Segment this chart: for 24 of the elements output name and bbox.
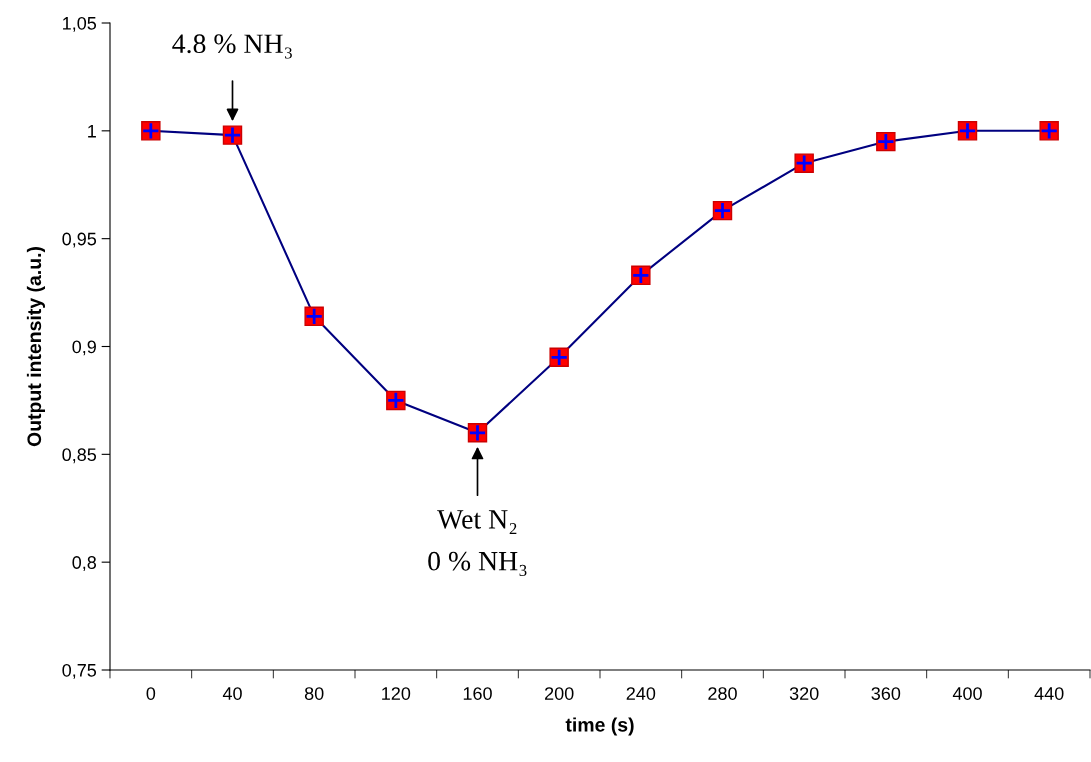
y-tick-label: 0,75 bbox=[62, 663, 97, 679]
y-tick-label: 1 bbox=[88, 124, 96, 138]
x-tick-label: 440 bbox=[1034, 687, 1064, 700]
x-tick-label: 0 bbox=[146, 687, 156, 700]
x-tick-label: 240 bbox=[626, 687, 656, 700]
y-tick-label: 0,8 bbox=[72, 556, 97, 572]
annotation: 4.8 % NH₃ bbox=[172, 34, 292, 59]
x-tick-label: 320 bbox=[789, 687, 819, 700]
x-tick-label: 200 bbox=[545, 687, 574, 700]
y-tick-label: 0,9 bbox=[72, 340, 96, 356]
annotation: Wet N₂ bbox=[437, 510, 517, 535]
x-tick-label: 400 bbox=[952, 687, 982, 700]
annotation: 0 % NH₃ bbox=[428, 551, 527, 577]
y-tick-label: 0,85 bbox=[62, 448, 97, 464]
x-tick-label: 280 bbox=[708, 687, 737, 700]
x-tick-label: 80 bbox=[304, 687, 324, 700]
x-tick-label: 40 bbox=[222, 687, 242, 700]
x-tick-label: 120 bbox=[382, 687, 411, 700]
y-axis-title: Output intensity (a.u.) bbox=[26, 247, 45, 447]
y-tick-label: 1,05 bbox=[63, 16, 97, 32]
y-tick-label: 0,95 bbox=[62, 232, 97, 248]
x-tick-label: 160 bbox=[463, 687, 492, 700]
x-axis-title: time (s) bbox=[565, 717, 634, 736]
x-tick-label: 360 bbox=[871, 687, 901, 700]
